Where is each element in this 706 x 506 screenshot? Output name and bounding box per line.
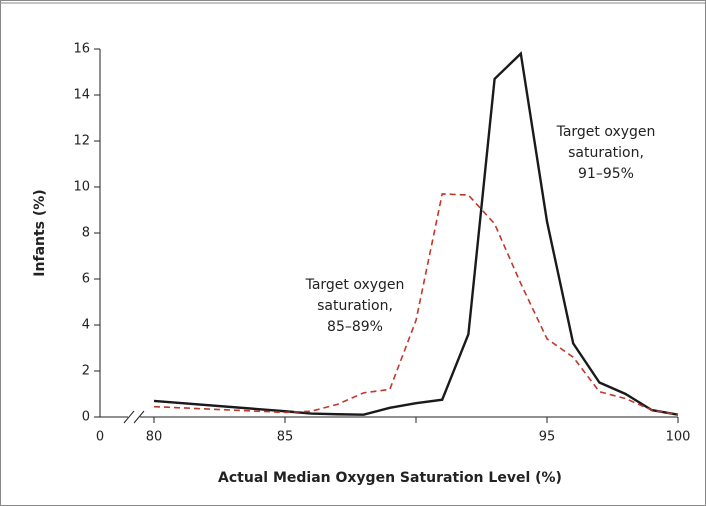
x-tick-label: 80 [146,430,163,445]
axis-break [123,410,135,424]
data-line [153,51,679,416]
y-tick-label: 12 [73,134,90,149]
x-origin-label: 0 [96,430,104,445]
y-tick-label: 8 [82,226,90,241]
annotation: 85–89% [327,319,383,335]
x-tick-label: 100 [666,430,691,445]
axis-break [133,410,145,424]
y-axis-title: Infants (%) [32,189,48,276]
y-tick-label: 16 [73,42,90,57]
annotation: Target oxygen [556,124,656,140]
x-axis-title: Actual Median Oxygen Saturation Level (%… [218,470,562,486]
annotation: saturation, [317,298,393,314]
y-tick-label: 2 [82,364,90,379]
data-line [153,193,679,416]
y-tick-label: 10 [73,180,90,195]
x-tick-label: 95 [539,430,556,445]
annotation: Target oxygen [305,277,405,293]
annotation: saturation, [568,145,644,161]
y-tick-label: 4 [82,318,90,333]
y-tick-label: 6 [82,272,90,287]
y-tick-label: 14 [73,88,90,103]
y-tick-label: 0 [82,410,90,425]
annotation: 91–95% [578,166,634,182]
x-tick-label: 85 [277,430,294,445]
